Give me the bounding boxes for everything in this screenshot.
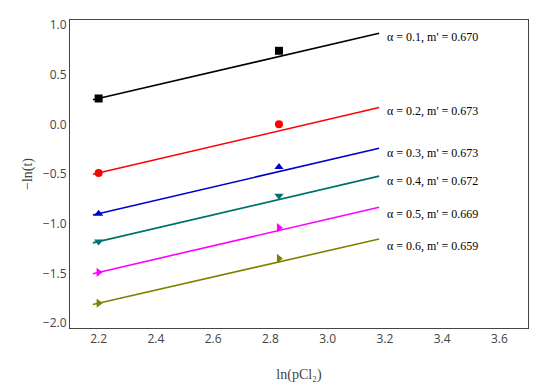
svg-text:3.6: 3.6: [491, 330, 508, 347]
svg-text:2.8: 2.8: [262, 330, 279, 347]
svg-text:ln(pCl₂): ln(pCl₂): [276, 367, 322, 383]
svg-text:−1.5: −1.5: [43, 265, 67, 282]
svg-text:−ln(t): −ln(t): [20, 158, 36, 190]
svg-text:2.6: 2.6: [205, 330, 222, 347]
svg-text:α = 0.2, m' = 0.673: α = 0.2, m' = 0.673: [387, 104, 478, 118]
svg-text:−2.0: −2.0: [43, 314, 67, 331]
svg-text:α = 0.6, m' = 0.659: α = 0.6, m' = 0.659: [387, 239, 478, 253]
svg-text:1.0: 1.0: [50, 16, 67, 33]
svg-text:α = 0.4, m' = 0.672: α = 0.4, m' = 0.672: [387, 174, 478, 188]
svg-text:2.4: 2.4: [147, 330, 164, 347]
svg-text:−1.0: −1.0: [43, 215, 67, 232]
svg-text:α = 0.5, m' = 0.669: α = 0.5, m' = 0.669: [387, 207, 478, 221]
svg-text:0.0: 0.0: [50, 116, 67, 133]
svg-text:3.0: 3.0: [319, 330, 336, 347]
svg-text:−0.5: −0.5: [43, 165, 67, 182]
svg-text:2.2: 2.2: [90, 330, 107, 347]
svg-text:0.5: 0.5: [50, 66, 67, 83]
svg-text:3.4: 3.4: [434, 330, 451, 347]
svg-text:3.2: 3.2: [376, 330, 393, 347]
svg-text:α = 0.3, m' = 0.673: α = 0.3, m' = 0.673: [387, 146, 478, 160]
svg-text:α = 0.1, m' = 0.670: α = 0.1, m' = 0.670: [387, 30, 478, 44]
